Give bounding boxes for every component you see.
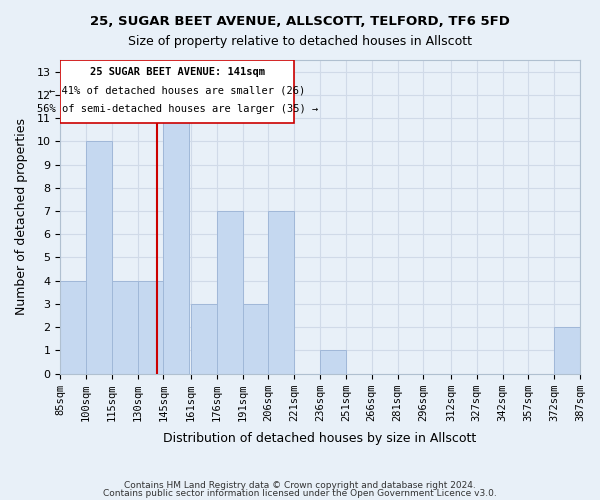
Bar — [554, 327, 580, 374]
Bar — [137, 280, 163, 374]
Bar — [86, 142, 112, 374]
Y-axis label: Number of detached properties: Number of detached properties — [15, 118, 28, 316]
Text: Contains public sector information licensed under the Open Government Licence v3: Contains public sector information licen… — [103, 488, 497, 498]
Text: Contains HM Land Registry data © Crown copyright and database right 2024.: Contains HM Land Registry data © Crown c… — [124, 481, 476, 490]
Bar — [217, 211, 242, 374]
Text: 56% of semi-detached houses are larger (35) →: 56% of semi-detached houses are larger (… — [37, 104, 318, 114]
Bar — [60, 280, 86, 374]
Bar — [191, 304, 217, 374]
FancyBboxPatch shape — [60, 60, 294, 122]
Bar — [163, 72, 189, 374]
Text: 25, SUGAR BEET AVENUE, ALLSCOTT, TELFORD, TF6 5FD: 25, SUGAR BEET AVENUE, ALLSCOTT, TELFORD… — [90, 15, 510, 28]
X-axis label: Distribution of detached houses by size in Allscott: Distribution of detached houses by size … — [163, 432, 477, 445]
Bar — [112, 280, 137, 374]
Bar — [242, 304, 268, 374]
Text: ← 41% of detached houses are smaller (26): ← 41% of detached houses are smaller (26… — [49, 85, 305, 95]
Bar — [268, 211, 294, 374]
Bar — [320, 350, 346, 374]
Text: Size of property relative to detached houses in Allscott: Size of property relative to detached ho… — [128, 35, 472, 48]
Text: 25 SUGAR BEET AVENUE: 141sqm: 25 SUGAR BEET AVENUE: 141sqm — [90, 66, 265, 76]
